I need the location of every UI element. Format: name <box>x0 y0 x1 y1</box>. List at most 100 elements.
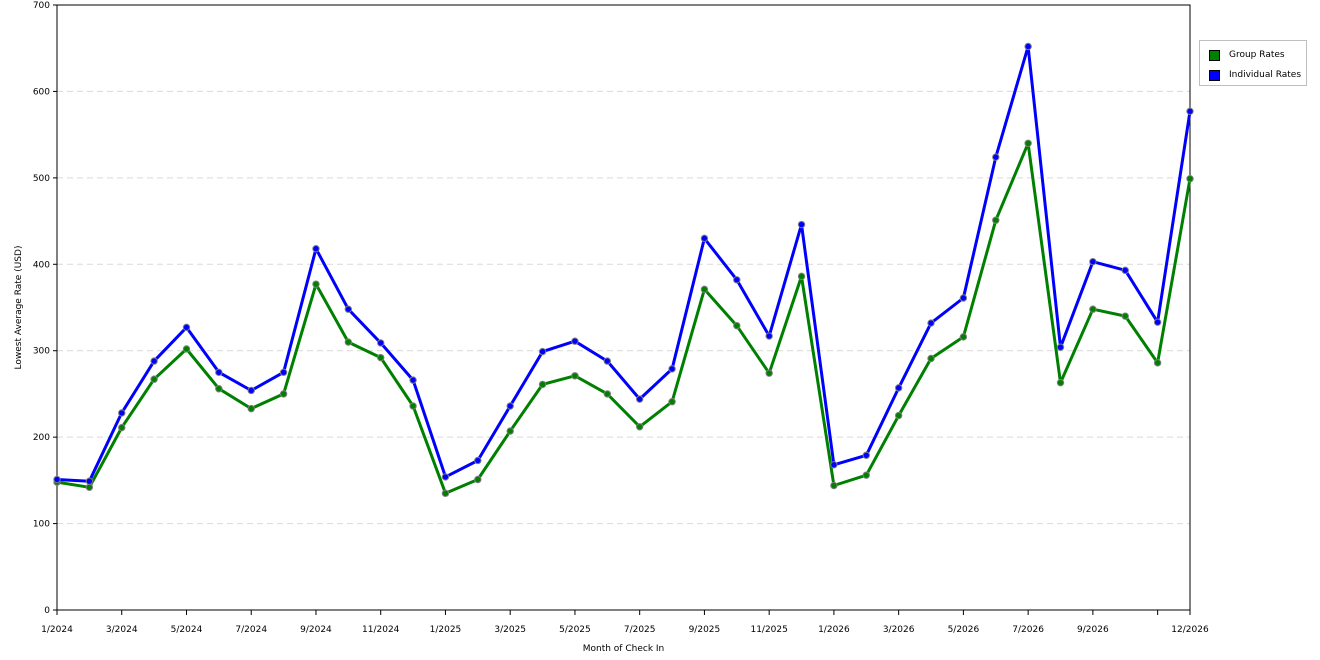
x-tick-label: 7/2026 <box>1012 625 1044 635</box>
grid-lines <box>57 90 1190 525</box>
series-line-group-rates <box>55 141 1192 495</box>
data-point-group-rates <box>765 369 773 377</box>
data-point-individual-rates <box>733 276 741 284</box>
data-point-individual-rates <box>830 461 838 469</box>
data-point-group-rates <box>344 338 353 346</box>
data-point-individual-rates <box>312 245 320 253</box>
data-point-group-rates <box>474 475 482 484</box>
data-point-individual-rates <box>118 409 126 417</box>
data-point-individual-rates <box>1186 107 1194 116</box>
data-point-group-rates <box>1153 359 1162 367</box>
data-point-individual-rates <box>215 368 223 377</box>
data-point-group-rates <box>927 354 935 363</box>
y-tick-label: 200 <box>33 433 50 443</box>
data-point-individual-rates <box>927 319 935 327</box>
x-tick-label: 1/2024 <box>41 625 73 635</box>
data-point-individual-rates <box>862 451 870 459</box>
x-tick-label: 7/2025 <box>624 625 656 635</box>
data-point-individual-rates <box>1153 318 1162 326</box>
data-point-individual-rates <box>959 294 968 302</box>
x-tick-label: 7/2024 <box>235 625 267 635</box>
data-point-group-rates <box>409 402 417 410</box>
x-tick-label: 3/2025 <box>494 625 526 635</box>
y-tick-label: 700 <box>33 1 50 11</box>
x-tick-label: 3/2026 <box>883 625 915 635</box>
x-tick-label: 5/2026 <box>948 625 980 635</box>
data-point-individual-rates <box>894 384 903 392</box>
data-point-individual-rates <box>1056 343 1065 351</box>
series-group-rates <box>53 139 1194 498</box>
x-tick-label: 1/2025 <box>430 625 462 635</box>
y-axis-title: Lowest Average Rate (USD) <box>14 246 24 370</box>
data-point-group-rates <box>279 390 288 398</box>
data-point-individual-rates <box>538 347 547 356</box>
data-point-individual-rates <box>474 456 482 465</box>
data-point-individual-rates <box>506 402 514 410</box>
series-line-individual-rates <box>55 45 1192 483</box>
data-point-individual-rates <box>53 475 61 484</box>
x-tick-label: 9/2025 <box>689 625 721 635</box>
y-tick-label: 500 <box>33 174 50 184</box>
x-tick-label: 5/2024 <box>171 625 203 635</box>
data-point-group-rates <box>700 285 709 294</box>
legend-item-individual-rates: Individual Rates <box>1209 68 1301 82</box>
data-point-individual-rates <box>992 153 1000 161</box>
data-point-group-rates <box>959 333 968 341</box>
data-point-individual-rates <box>571 337 579 345</box>
data-point-group-rates <box>312 280 320 288</box>
data-point-group-rates <box>182 345 191 353</box>
data-point-group-rates <box>150 375 158 383</box>
data-point-group-rates <box>1186 175 1194 183</box>
data-point-group-rates <box>85 483 94 491</box>
data-point-individual-rates <box>700 234 709 243</box>
data-point-group-rates <box>377 353 385 362</box>
x-tick-label: 11/2025 <box>750 625 787 635</box>
data-point-individual-rates <box>247 386 255 395</box>
y-axis: 0 100 200 300 400 500 600 700 <box>33 1 57 616</box>
data-point-individual-rates <box>150 357 158 365</box>
data-point-group-rates <box>1089 305 1097 313</box>
x-axis-title: Month of Check In <box>583 644 665 654</box>
y-tick-label: 0 <box>44 606 50 616</box>
data-point-individual-rates <box>1024 42 1032 51</box>
data-point-individual-rates <box>344 305 353 313</box>
data-point-group-rates <box>1056 378 1065 387</box>
data-point-individual-rates <box>797 220 806 229</box>
legend-item-group-rates: Group Rates <box>1209 48 1285 62</box>
data-point-group-rates <box>668 398 676 406</box>
data-point-individual-rates <box>182 323 191 332</box>
x-axis: 1/2024 3/2024 5/2024 7/2024 9/2024 11/2024 1/2… <box>41 610 1209 635</box>
legend-label-individual-rates: Individual Rates <box>1229 70 1302 80</box>
data-point-group-rates <box>215 385 223 393</box>
series-individual-rates <box>53 42 1194 485</box>
data-point-individual-rates <box>377 339 385 347</box>
data-point-group-rates <box>635 423 644 431</box>
data-point-group-rates <box>603 390 612 398</box>
data-point-group-rates <box>571 372 579 380</box>
data-point-group-rates <box>441 489 450 498</box>
data-point-individual-rates <box>279 368 288 377</box>
x-tick-label: 9/2026 <box>1077 625 1109 635</box>
data-point-individual-rates <box>1121 266 1129 275</box>
data-point-group-rates <box>797 272 806 281</box>
data-point-group-rates <box>1121 312 1129 320</box>
y-tick-label: 600 <box>33 87 50 97</box>
legend: Group Rates Individual Rates <box>1199 40 1307 86</box>
data-point-group-rates <box>538 380 547 389</box>
data-point-individual-rates <box>765 332 773 340</box>
data-point-group-rates <box>247 404 255 413</box>
x-tick-label: 11/2024 <box>362 625 400 635</box>
x-tick-label: 12/2026 <box>1171 625 1209 635</box>
data-point-individual-rates <box>1089 257 1097 266</box>
x-tick-label: 5/2025 <box>559 625 591 635</box>
data-point-individual-rates <box>409 376 417 384</box>
y-tick-label: 100 <box>33 520 50 530</box>
legend-label-group-rates: Group Rates <box>1229 50 1285 60</box>
plot-area <box>56 4 1191 611</box>
data-point-group-rates <box>733 321 741 330</box>
data-point-group-rates <box>894 411 903 420</box>
data-point-group-rates <box>862 471 870 479</box>
data-point-individual-rates <box>441 473 450 481</box>
data-point-group-rates <box>1024 139 1032 147</box>
